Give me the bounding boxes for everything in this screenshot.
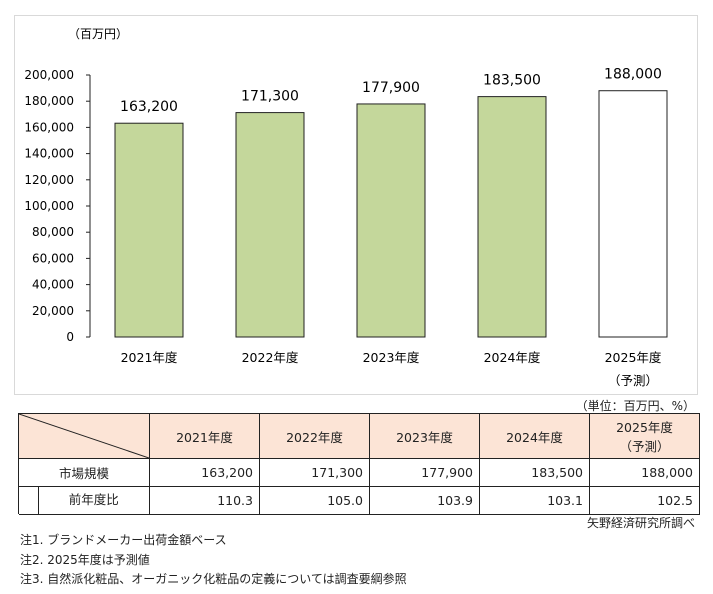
cell: 163,200 [149,458,260,487]
y-tick-label: 200,000 [24,68,74,82]
y-tick-label: 120,000 [24,173,74,187]
table-header-row: 2021年度 2022年度 2023年度 2024年度 2025年度 （予測） [18,413,700,459]
y-axis-unit: （百万円） [68,27,128,41]
cell: 102.5 [589,486,700,515]
y-tick-label: 80,000 [32,225,74,239]
row-label: 前年度比 [17,486,150,515]
bar [235,112,305,338]
note-2: 注2. 2025年度は予測値 [20,553,150,567]
header-cell: 2021年度 [149,413,260,459]
x-tick-sublabel: （予測） [608,373,658,388]
y-tick-label: 60,000 [32,251,74,265]
header-cell: 2025年度 （予測） [589,413,700,459]
cell: 177,900 [369,458,480,487]
y-tick-label: 160,000 [24,120,74,134]
source: 矢野経済研究所調べ [586,516,695,530]
header-cell: 2023年度 [369,413,480,459]
x-tick-label: 2021年度 [121,350,178,365]
header-cell: 2024年度 [479,413,590,459]
x-tick-label: 2024年度 [484,350,541,365]
chart-frame [14,15,698,395]
cell: 183,500 [479,458,590,487]
bar [477,96,547,338]
y-tick-label: 140,000 [24,147,74,161]
cell: 110.3 [149,486,260,515]
bar [356,103,426,338]
y-tick-label: 180,000 [24,94,74,108]
data-label: 183,500 [483,73,541,89]
data-label: 177,900 [362,80,420,96]
data-table: 2021年度 2022年度 2023年度 2024年度 2025年度 （予測） 市… [17,413,700,515]
note-1: 注1. ブランドメーカー出荷金額ベース [20,533,227,547]
cell: 188,000 [589,458,700,487]
data-label: 188,000 [604,67,662,83]
header-cell: 2022年度 [259,413,370,459]
bar [114,122,184,338]
cell: 103.9 [369,486,480,515]
y-tick-label: 40,000 [32,278,74,292]
cell: 103.1 [479,486,590,515]
row-label: 市場規模 [18,458,150,487]
note-3: 注3. 自然派化粧品、オーガニック化粧品の定義については調査要綱参照 [20,572,407,586]
y-tick-label: 20,000 [32,304,74,318]
cell: 105.0 [259,486,370,515]
table-row: 市場規模 163,200 171,300 177,900 183,500 188… [18,458,700,487]
x-tick-label: 2023年度 [363,350,420,365]
corner-cell [18,413,150,459]
table-row: 前年度比 110.3 105.0 103.9 103.1 102.5 [17,486,700,515]
cell: 171,300 [259,458,370,487]
data-label: 163,200 [120,99,178,115]
y-tick-label: 100,000 [24,199,74,213]
bar [598,90,668,338]
unit-label: （単位：百万円、%） [575,399,695,413]
x-tick-label: 2025年度 [605,350,662,365]
bar-chart: （百万円） 0 20,000 40,000 60,000 80,000 100,000 120… [24,27,668,388]
x-tick-label: 2022年度 [242,350,299,365]
data-label: 171,300 [241,89,299,105]
y-tick-label: 0 [66,330,74,344]
